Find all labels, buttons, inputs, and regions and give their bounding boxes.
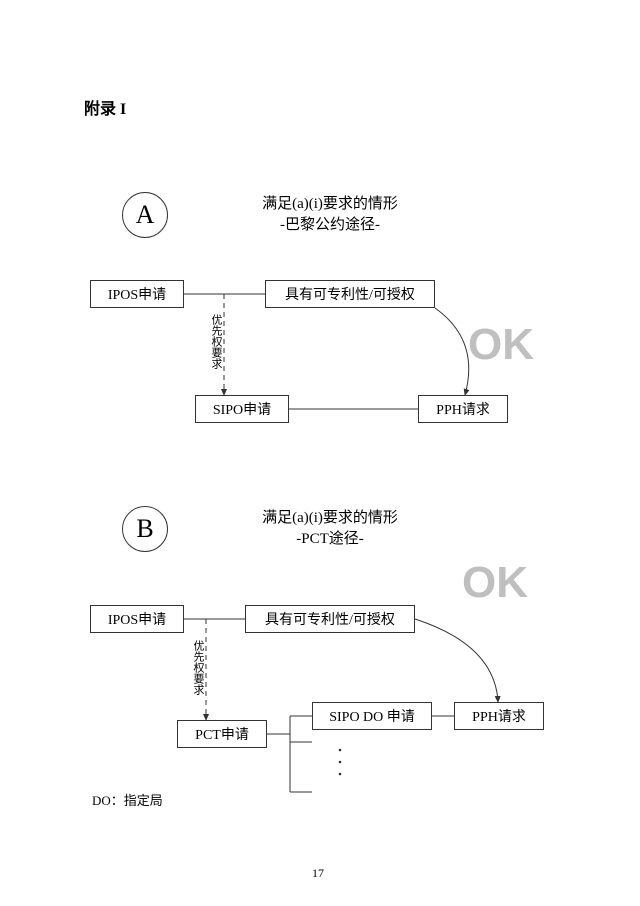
ok-b: OK (462, 558, 528, 608)
page-number: 17 (312, 866, 324, 881)
box-a-patentable: 具有可专利性/可授权 (265, 280, 435, 308)
priority-label-a: 优先权要求 (208, 314, 224, 369)
diagram-a-heading: 满足(a)(i)要求的情形 -巴黎公约途径- (220, 192, 440, 234)
box-b-pph: PPH请求 (454, 702, 544, 730)
diagram-a-heading-line2: -巴黎公约途径- (220, 213, 440, 234)
box-b-sipodo: SIPO DO 申请 (312, 702, 432, 730)
diagram-b-label: B (122, 506, 168, 552)
diagram-a-label: A (122, 192, 168, 238)
box-b-pct: PCT申请 (177, 720, 267, 748)
page-title: 附录 I (84, 95, 126, 119)
note-do: DO：指定局 (92, 790, 163, 809)
box-b-ipos: IPOS申请 (90, 605, 184, 633)
box-a-pph: PPH请求 (418, 395, 508, 423)
diagram-b-heading-line1: 满足(a)(i)要求的情形 (220, 506, 440, 527)
diagram-a-heading-line1: 满足(a)(i)要求的情形 (220, 192, 440, 213)
diagram-b-heading: 满足(a)(i)要求的情形 -PCT途径- (220, 506, 440, 548)
priority-label-b: 优先权要求 (190, 640, 206, 695)
connectors-svg (0, 0, 640, 906)
box-a-ipos: IPOS申请 (90, 280, 184, 308)
ok-a: OK (468, 320, 534, 370)
box-b-patentable: 具有可专利性/可授权 (245, 605, 415, 633)
box-a-sipo: SIPO申请 (195, 395, 289, 423)
diagram-b-heading-line2: -PCT途径- (220, 527, 440, 548)
